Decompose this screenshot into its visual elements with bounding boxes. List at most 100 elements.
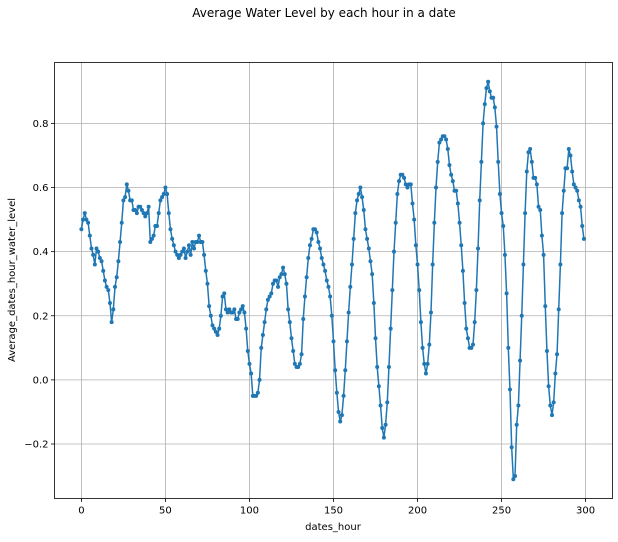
data-point: [541, 252, 546, 257]
data-point: [149, 236, 154, 241]
data-point: [558, 262, 563, 267]
data-point: [339, 413, 344, 418]
data-point: [203, 268, 208, 273]
data-point: [422, 361, 427, 366]
data-point: [462, 300, 467, 305]
data-point: [464, 326, 469, 331]
data-point: [465, 336, 470, 341]
data-point: [571, 182, 576, 187]
data-point: [223, 307, 228, 312]
y-tick-label: 0.6: [33, 183, 49, 194]
data-point: [442, 134, 447, 139]
data-point: [378, 403, 383, 408]
data-point: [410, 201, 415, 206]
data-point: [163, 185, 168, 190]
data-point: [237, 310, 242, 315]
data-point: [171, 243, 176, 248]
data-point: [262, 320, 267, 325]
data-point: [84, 217, 89, 222]
data-point: [141, 211, 146, 216]
data-point: [494, 124, 499, 129]
data-point: [578, 204, 583, 209]
data-point: [365, 236, 370, 241]
data-point: [334, 390, 339, 395]
data-point: [397, 179, 402, 184]
x-axis-label: dates_hour: [305, 522, 362, 533]
data-point: [405, 185, 410, 190]
data-point: [455, 201, 460, 206]
data-point: [471, 342, 475, 347]
data-point: [158, 198, 163, 203]
data-point: [477, 198, 482, 203]
data-point: [412, 217, 417, 222]
data-point: [113, 284, 118, 289]
data-point: [341, 393, 346, 398]
data-point: [507, 387, 512, 392]
data-point: [270, 281, 275, 286]
data-point: [104, 284, 109, 289]
data-point: [529, 159, 534, 164]
data-point: [544, 349, 549, 354]
data-point: [516, 403, 521, 408]
data-point: [304, 275, 309, 280]
data-point: [474, 288, 479, 293]
data-point: [343, 368, 348, 373]
y-tick-label: 0.2: [33, 311, 49, 322]
x-tick-label: 250: [492, 506, 511, 517]
data-point: [479, 159, 484, 164]
data-point: [556, 307, 561, 312]
data-point: [536, 204, 541, 209]
data-point: [160, 195, 165, 200]
data-point: [165, 191, 170, 196]
data-point: [91, 252, 96, 257]
x-tick-label: 100: [240, 506, 259, 517]
data-point: [502, 252, 507, 257]
data-point: [255, 390, 260, 395]
data-point: [245, 349, 250, 354]
data-point: [513, 474, 518, 479]
data-point: [314, 230, 319, 235]
data-point: [331, 339, 336, 344]
data-point: [326, 284, 331, 289]
data-point: [459, 243, 464, 248]
data-point: [240, 304, 245, 309]
data-point: [528, 147, 533, 152]
data-point: [185, 249, 190, 254]
data-point: [328, 294, 333, 299]
data-point: [435, 159, 440, 164]
data-point: [161, 191, 166, 196]
data-point: [254, 393, 259, 398]
data-point: [524, 169, 529, 174]
data-point: [573, 185, 578, 190]
data-point: [276, 284, 281, 289]
data-point: [509, 445, 514, 450]
data-point: [360, 195, 365, 200]
data-point: [492, 105, 497, 110]
data-point: [344, 339, 349, 344]
data-point: [370, 272, 375, 277]
data-point: [329, 313, 334, 318]
data-point: [279, 272, 284, 277]
data-point: [548, 403, 553, 408]
data-point: [560, 211, 565, 216]
data-point: [497, 191, 502, 196]
data-point: [307, 243, 312, 248]
data-point: [346, 310, 351, 315]
data-point: [445, 147, 450, 152]
y-tick-label: 0.4: [33, 247, 49, 258]
data-point: [526, 150, 531, 155]
data-point: [472, 320, 477, 325]
data-point: [139, 207, 144, 212]
data-point: [363, 227, 368, 232]
data-point: [521, 262, 526, 267]
data-point: [496, 159, 501, 164]
data-point: [129, 198, 134, 203]
data-point: [197, 233, 202, 238]
data-point: [427, 342, 432, 347]
data-point: [484, 86, 489, 91]
data-point: [469, 345, 474, 350]
data-point: [319, 256, 324, 261]
data-point: [170, 236, 175, 241]
data-point: [109, 320, 114, 325]
data-point: [504, 291, 509, 296]
